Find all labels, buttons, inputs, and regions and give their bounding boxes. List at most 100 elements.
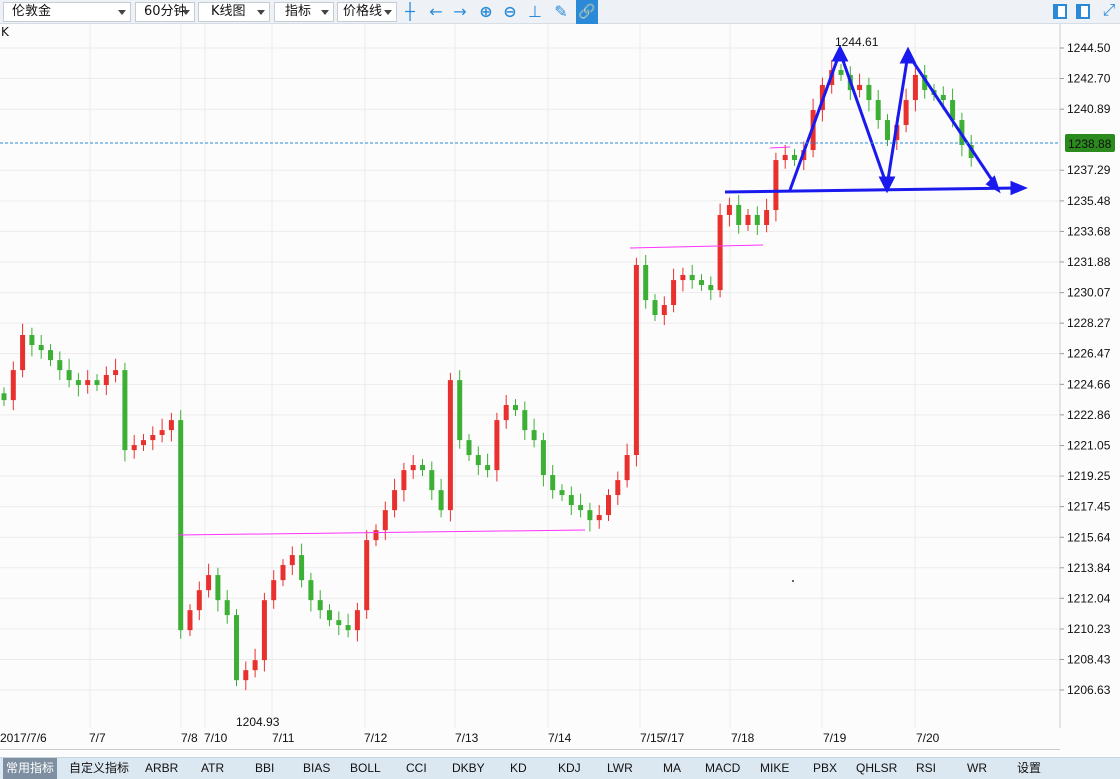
candle-body [447,380,453,511]
tab-10[interactable]: KDJ [558,761,581,775]
candle [559,484,565,501]
tab-11[interactable]: LWR [607,761,633,775]
candle [38,335,44,359]
indicator-select[interactable]: 指标 [274,2,334,22]
arrow-right-icon[interactable]: → [453,2,467,21]
candle-body [671,280,677,306]
candle [624,443,630,488]
tab-16[interactable]: QHLSR [856,761,898,775]
candle [903,88,909,133]
tab-12[interactable]: MA [663,761,681,775]
tab-7[interactable]: CCI [406,761,427,775]
axis-icon[interactable]: ⊥ [528,2,542,21]
candle-body [559,490,565,496]
y-tick-label: 1215.64 [1067,530,1111,544]
tab-17[interactable]: RSI [916,761,937,775]
candle [29,327,35,357]
candle [457,370,463,449]
candle-body [466,440,472,456]
tab-8[interactable]: DKBY [452,761,485,775]
candle [596,505,602,529]
tab-14[interactable]: MIKE [760,761,790,775]
tab-1[interactable]: 自定义指标 [69,761,130,775]
y-tick-label: 1242.70 [1067,72,1111,86]
zoom-out-icon[interactable]: ⊖ [503,2,517,21]
date-label: 7/8 [181,731,198,745]
candle-body [689,274,695,281]
zoom-in-icon[interactable]: ⊕ [479,2,493,21]
candle-body [578,505,584,511]
chart-type-select[interactable]: K线图 [198,2,270,22]
arrow-left-icon[interactable]: ← [429,2,443,21]
chart-type-value: K线图 [211,4,246,19]
drawn-pattern[interactable] [724,44,1028,196]
candle [75,372,81,397]
candle [754,206,760,235]
candle [717,203,723,298]
candle-body [513,405,518,411]
candle-body [10,370,16,401]
candle [234,609,239,687]
candle-body [103,375,109,386]
crosshair-icon[interactable]: ┼ [405,2,415,21]
arrow-head-icon [1010,180,1028,196]
support-line [769,146,791,149]
grid [0,47,1060,691]
candle [652,294,658,321]
tab-18[interactable]: WR [967,761,987,775]
y-tick-label: 1208.43 [1067,652,1111,666]
candle-body [857,84,863,91]
indicator-tabs: 常用指标 自定义指标 ARBR ATR BBI BIAS BOLL CCI DKBY KD KDJ L… [0,757,1120,779]
candle [401,462,407,502]
candle [568,486,574,516]
panel-right-icon[interactable] [1076,4,1090,19]
candle-body [568,495,574,506]
candle [289,546,295,576]
candle [745,209,751,231]
candle [699,274,704,291]
tab-6[interactable]: BOLL [350,761,381,775]
chevron-down-icon [321,10,329,15]
candle-body [503,405,509,421]
tab-2[interactable]: ARBR [145,761,179,775]
candle-body [29,335,35,346]
panel-left-icon[interactable] [1053,4,1067,19]
arrow-head-icon [831,44,849,62]
tab-13[interactable]: MACD [705,761,741,775]
tab-5[interactable]: BIAS [303,761,331,775]
link-icon[interactable]: 🔗 [576,0,598,24]
date-label: 7/11 [272,731,295,745]
period-select[interactable]: 60分钟 [135,2,195,22]
candle [103,366,109,396]
expand-icon[interactable]: ⤢ [1102,0,1116,19]
pencil-icon[interactable]: ✎ [554,2,568,21]
date-label: 7/18 [731,731,755,745]
candle [513,399,518,417]
tab-3[interactable]: ATR [201,761,225,775]
tab-19[interactable]: 设置 [1017,761,1042,775]
y-tick-label: 1231.88 [1067,255,1111,269]
price-line-select[interactable]: 价格线 [337,2,397,22]
symbol-select[interactable]: 伦敦金 [3,2,131,22]
candle-body [57,360,63,371]
candle [857,73,863,98]
candlestick-chart[interactable]: 1244.50 1242.70 1240.89 1237.29 1235.48 1233.… [0,24,1120,728]
y-tick-label: 1224.66 [1067,377,1111,391]
tab-9[interactable]: KD [510,761,527,775]
candle [1,387,7,407]
candle [215,567,221,612]
candle-body [196,590,202,611]
candle-body [20,335,26,371]
candle-body [243,670,249,681]
current-price-value: 1238.88 [1068,137,1112,151]
candle [420,459,425,477]
candle-body [773,160,779,211]
candle-body [615,480,621,496]
candle [206,563,212,598]
candle-body [392,490,398,511]
candle-body [475,455,481,466]
tab-15[interactable]: PBX [813,761,838,775]
tab-4[interactable]: BBI [255,761,275,775]
low-label: 1204.93 [236,715,280,728]
tab-0[interactable]: 常用指标 [3,758,58,779]
